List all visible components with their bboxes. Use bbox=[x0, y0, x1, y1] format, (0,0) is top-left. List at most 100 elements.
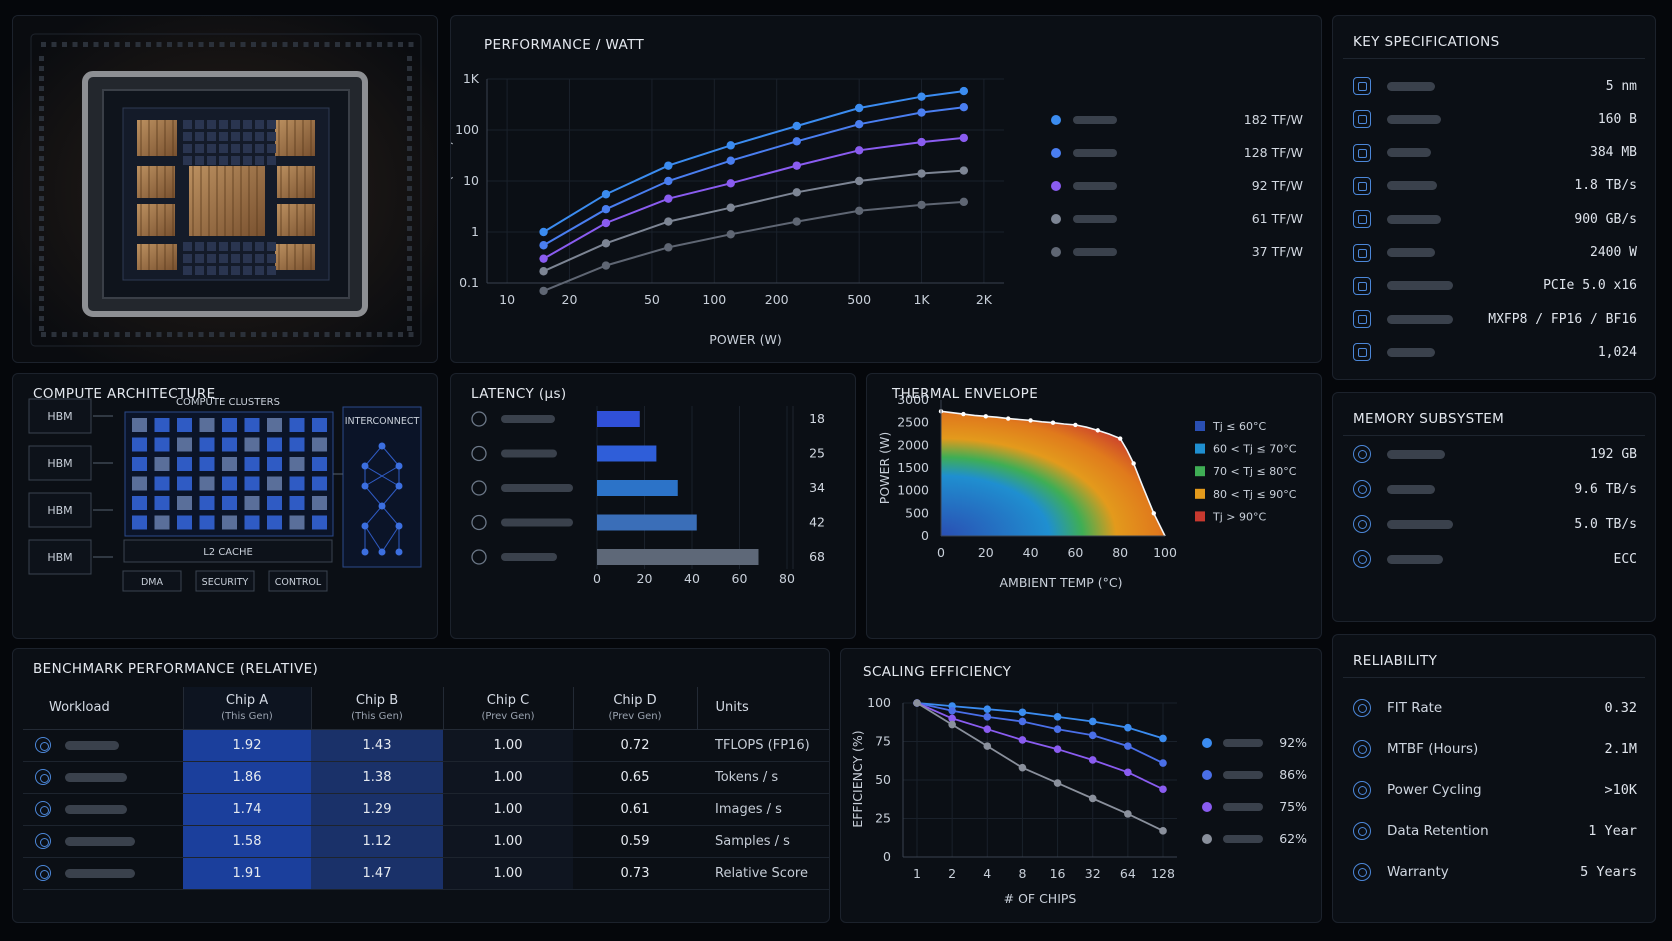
data-point bbox=[601, 190, 611, 199]
data-point bbox=[948, 720, 956, 729]
chip-a-value: 1.92 bbox=[183, 729, 311, 762]
aux-block bbox=[195, 570, 255, 592]
data-point bbox=[1159, 759, 1167, 767]
pad bbox=[407, 266, 412, 271]
data-point bbox=[1124, 810, 1132, 818]
pad bbox=[407, 236, 412, 241]
spec-value: MXFP8 / FP16 / BF16 bbox=[1488, 311, 1637, 327]
pad bbox=[407, 96, 412, 101]
legend-bar bbox=[1073, 116, 1117, 124]
grid-cell bbox=[195, 132, 204, 141]
compute-architecture-panel: COMPUTE ARCHITECTURE HBM HBM HBM HBM COMPUTE… bbox=[12, 373, 438, 639]
reliability-label: MTBF (Hours) bbox=[1387, 741, 1479, 757]
data-point bbox=[539, 286, 548, 296]
chip-d-value: 0.61 bbox=[573, 793, 697, 826]
data-point bbox=[1053, 725, 1062, 733]
pad bbox=[39, 116, 44, 121]
workload-label-placeholder bbox=[65, 868, 135, 878]
workload-icon bbox=[35, 801, 51, 817]
bandwidth-icon bbox=[1353, 480, 1371, 498]
workload-cell bbox=[23, 729, 183, 762]
data-point bbox=[792, 188, 801, 197]
compute-core bbox=[289, 496, 305, 510]
pad bbox=[156, 42, 162, 47]
grid-cell bbox=[219, 266, 228, 275]
pad bbox=[39, 316, 44, 321]
latency-bar bbox=[597, 549, 759, 565]
y-tick-label: 3000 bbox=[897, 392, 929, 407]
y-tick-label: 2500 bbox=[897, 415, 929, 430]
spec-row: 160 B bbox=[1353, 107, 1637, 131]
grid-cell bbox=[255, 144, 264, 153]
pad bbox=[251, 332, 256, 337]
data-point bbox=[601, 218, 611, 228]
data-point bbox=[948, 706, 956, 715]
compute-core bbox=[132, 476, 147, 491]
chip-image bbox=[13, 16, 437, 362]
data-point bbox=[1053, 779, 1062, 787]
compute-core bbox=[267, 515, 282, 530]
pad bbox=[407, 126, 412, 131]
data-point bbox=[959, 86, 969, 96]
scaling-title: SCALING EFFICIENCY bbox=[863, 664, 1012, 680]
x-tick-label: 20 bbox=[562, 292, 578, 307]
spec-label-placeholder bbox=[1387, 81, 1435, 91]
spec-value: 384 MB bbox=[1590, 145, 1637, 161]
chip-c-value: 1.00 bbox=[443, 729, 573, 762]
pad bbox=[251, 42, 256, 47]
chip-b-value: 1.38 bbox=[311, 761, 443, 794]
x-tick-label: 1 bbox=[913, 866, 921, 881]
chip-b-value: 1.12 bbox=[311, 825, 443, 858]
pad bbox=[39, 236, 44, 241]
y-axis-label: EFFICIENCY (%) bbox=[850, 730, 865, 827]
compute-core bbox=[132, 515, 147, 530]
legend-value: 37 TF/W bbox=[1252, 244, 1303, 259]
legend-marker bbox=[1051, 115, 1061, 125]
x-tick-label: 60 bbox=[732, 571, 748, 586]
envelope-point bbox=[961, 411, 966, 417]
data-point bbox=[1159, 734, 1167, 743]
pad bbox=[314, 332, 319, 337]
hbm-block bbox=[28, 539, 92, 575]
compute-core bbox=[312, 476, 327, 491]
compute-core bbox=[154, 418, 170, 432]
interconnect-node bbox=[395, 462, 403, 470]
legend-value: 61 TF/W bbox=[1252, 211, 1303, 226]
key-specs-title: KEY SPECIFICATIONS bbox=[1353, 34, 1500, 50]
x-tick-label: 500 bbox=[847, 292, 871, 307]
series-line bbox=[916, 702, 1164, 832]
interconnect-edge bbox=[364, 445, 383, 467]
data-point bbox=[1088, 794, 1097, 803]
workload-label-placeholder bbox=[65, 804, 127, 814]
latency-chart: 0 20 40 60 80 18 25 34 42 68 bbox=[471, 406, 825, 586]
benchmark-table: Workload Chip A (This Gen) Chip B (This Ge… bbox=[23, 687, 829, 890]
pad bbox=[114, 42, 120, 47]
pad bbox=[104, 332, 109, 337]
memory-value: 5.0 TB/s bbox=[1574, 516, 1637, 532]
grid-cell bbox=[231, 266, 240, 275]
link-icon bbox=[1353, 210, 1371, 229]
pad bbox=[335, 42, 340, 47]
thermal-chart: 3000 2500 2000 1500 1000 500 00 20 40 60 80 100 AMBI… bbox=[877, 392, 1297, 590]
data-point bbox=[959, 133, 969, 143]
x-tick-label: 40 bbox=[684, 571, 700, 586]
x-tick-label: 80 bbox=[779, 571, 795, 586]
grid-cell bbox=[255, 132, 264, 141]
die-block bbox=[277, 166, 315, 198]
pad bbox=[83, 42, 88, 47]
grid-cell bbox=[219, 156, 228, 165]
pad bbox=[62, 42, 67, 47]
grid-cell bbox=[267, 266, 276, 275]
pad bbox=[407, 76, 412, 81]
pad bbox=[83, 332, 88, 337]
envelope-point bbox=[1050, 420, 1056, 425]
die-block bbox=[277, 204, 315, 236]
data-point bbox=[917, 137, 926, 147]
x-tick-label: 20 bbox=[978, 545, 994, 560]
compute-core bbox=[222, 457, 237, 471]
legend-value: 182 TF/W bbox=[1244, 112, 1303, 127]
chip-a-value: 1.74 bbox=[183, 793, 311, 826]
pad bbox=[407, 106, 412, 111]
pad bbox=[39, 276, 44, 281]
compute-core bbox=[267, 476, 282, 491]
